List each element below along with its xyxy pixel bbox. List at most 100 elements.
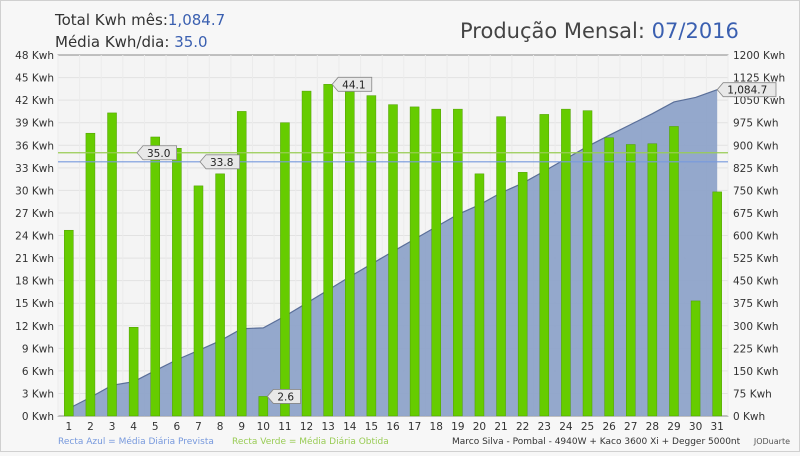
point-value-label-text: 44.1	[342, 79, 365, 91]
label-layer: 35.0 33.8 44.1 2.6 1,084.7	[136, 76, 777, 404]
x-tick-label: 20	[473, 421, 486, 433]
x-tick-label: 3	[109, 421, 116, 433]
daily-production-bar	[128, 327, 139, 417]
x-tick-label: 11	[278, 421, 291, 433]
point-value-label: 2.6	[266, 389, 301, 404]
blue-line-note: Recta Azul = Média Diária Prevista	[58, 436, 214, 447]
x-tick-label: 10	[257, 421, 270, 433]
point-value-label-text: 2.6	[277, 391, 294, 403]
daily-production-bar	[323, 84, 333, 417]
x-tick-label: 6	[174, 421, 181, 433]
y-right-tick-label: 600 Kwh	[733, 231, 779, 243]
daily-production-bar	[345, 90, 355, 417]
y-right-tick-label: 675 Kwh	[733, 208, 779, 220]
daily-production-bar	[172, 148, 182, 417]
y-right-tick-label: 825 Kwh	[733, 163, 779, 175]
reference-label-box	[199, 154, 240, 170]
daily-production-bar	[258, 396, 269, 417]
y-left-tick-label: 18 Kwh	[15, 276, 54, 288]
y-left-tick-label: 24 Kwh	[15, 231, 54, 243]
daily-production-bar	[604, 137, 614, 417]
y-right-tick-label: 1125 Kwh	[733, 73, 785, 85]
x-tick-label: 24	[559, 421, 573, 433]
y-right-tick-label: 450 Kwh	[733, 276, 779, 288]
reference-label: 35.0	[136, 145, 177, 161]
reference-label-box	[136, 145, 177, 161]
daily-production-bar	[388, 104, 398, 417]
average-summary: Média Kwh/dia: 35.0	[55, 33, 208, 51]
x-tick-label: 12	[300, 421, 313, 433]
point-value-label-box	[266, 389, 301, 404]
daily-production-bar	[366, 95, 377, 417]
y-left-tick-label: 3 Kwh	[22, 388, 54, 400]
y-right-tick-label: 375 Kwh	[733, 298, 779, 310]
point-value-label: 44.1	[331, 76, 373, 92]
daily-production-bar	[647, 143, 658, 417]
chart-title-prefix: Produção Mensal:	[460, 19, 645, 43]
daily-production-bar	[431, 108, 441, 417]
reference-label-text: 33.8	[210, 157, 233, 169]
y-left-tick-label: 15 Kwh	[15, 298, 54, 310]
daily-production-bar	[301, 90, 312, 417]
daily-production-bar	[409, 106, 420, 417]
x-tick-label: 28	[646, 421, 659, 433]
daily-production-bar	[669, 126, 679, 417]
x-tick-label: 21	[494, 421, 507, 433]
x-tick-label: 22	[516, 421, 529, 433]
chart-title-period: 07/2016	[652, 19, 739, 43]
x-tick-label: 5	[152, 421, 159, 433]
y-right-tick-label: 75 Kwh	[733, 388, 772, 400]
x-tick-label: 7	[195, 421, 202, 433]
daily-production-bar	[64, 229, 74, 417]
x-tick-label: 17	[408, 421, 421, 433]
total-value: 1,084.7	[168, 11, 225, 29]
y-left-tick-label: 12 Kwh	[15, 321, 54, 333]
y-right-tick-label: 300 Kwh	[733, 321, 779, 333]
daily-production-bar	[496, 116, 506, 417]
x-tick-label: 29	[667, 421, 680, 433]
y-left-tick-label: 0 Kwh	[22, 411, 54, 423]
x-tick-label: 8	[217, 421, 224, 433]
y-left-tick-label: 39 Kwh	[15, 118, 54, 130]
x-tick-label: 1	[65, 421, 72, 433]
x-tick-label: 13	[321, 421, 334, 433]
y-left-tick-label: 21 Kwh	[15, 253, 54, 265]
bar-layer	[64, 84, 722, 417]
chart-title: Produção Mensal: 07/2016	[460, 19, 739, 43]
y-left-tick-label: 9 Kwh	[22, 343, 54, 355]
y-left-tick-label: 45 Kwh	[15, 73, 54, 85]
x-tick-label: 31	[711, 421, 724, 433]
reference-label-text: 35.0	[147, 148, 170, 160]
y-left-tick-label: 30 Kwh	[15, 185, 54, 197]
daily-production-bar	[193, 185, 204, 417]
y-right-tick-label: 900 Kwh	[733, 140, 779, 152]
y-left-tick-label: 48 Kwh	[15, 50, 54, 62]
daily-production-bar	[690, 300, 701, 417]
x-tick-label: 19	[451, 421, 464, 433]
daily-production-bar	[539, 114, 550, 417]
average-label: Média Kwh/dia:	[55, 33, 169, 51]
average-value: 35.0	[174, 33, 207, 51]
daily-production-bar	[453, 108, 463, 417]
daily-production-bar	[474, 173, 485, 417]
y-left-tick-label: 36 Kwh	[15, 140, 54, 152]
y-right-tick-label: 150 Kwh	[733, 366, 779, 378]
y-right-tick-label: 1200 Kwh	[733, 50, 785, 62]
y-left-tick-label: 27 Kwh	[15, 208, 54, 220]
x-tick-label: 15	[365, 421, 378, 433]
y-left-tick-label: 42 Kwh	[15, 95, 54, 107]
x-tick-label: 9	[238, 421, 245, 433]
total-summary: Total Kwh mês:1,084.7	[54, 11, 225, 29]
x-tick-label: 23	[538, 421, 551, 433]
daily-production-bar	[215, 173, 225, 417]
daily-production-bar	[280, 122, 290, 417]
daily-production-bar	[150, 136, 161, 417]
x-tick-label: 25	[581, 421, 594, 433]
point-value-label: 1,084.7	[716, 82, 777, 98]
x-tick-label: 16	[386, 421, 400, 433]
x-tick-label: 18	[430, 421, 443, 433]
total-label: Total Kwh mês:	[54, 11, 168, 29]
x-tick-label: 2	[87, 421, 94, 433]
credit-note: JODuarte	[753, 437, 790, 446]
